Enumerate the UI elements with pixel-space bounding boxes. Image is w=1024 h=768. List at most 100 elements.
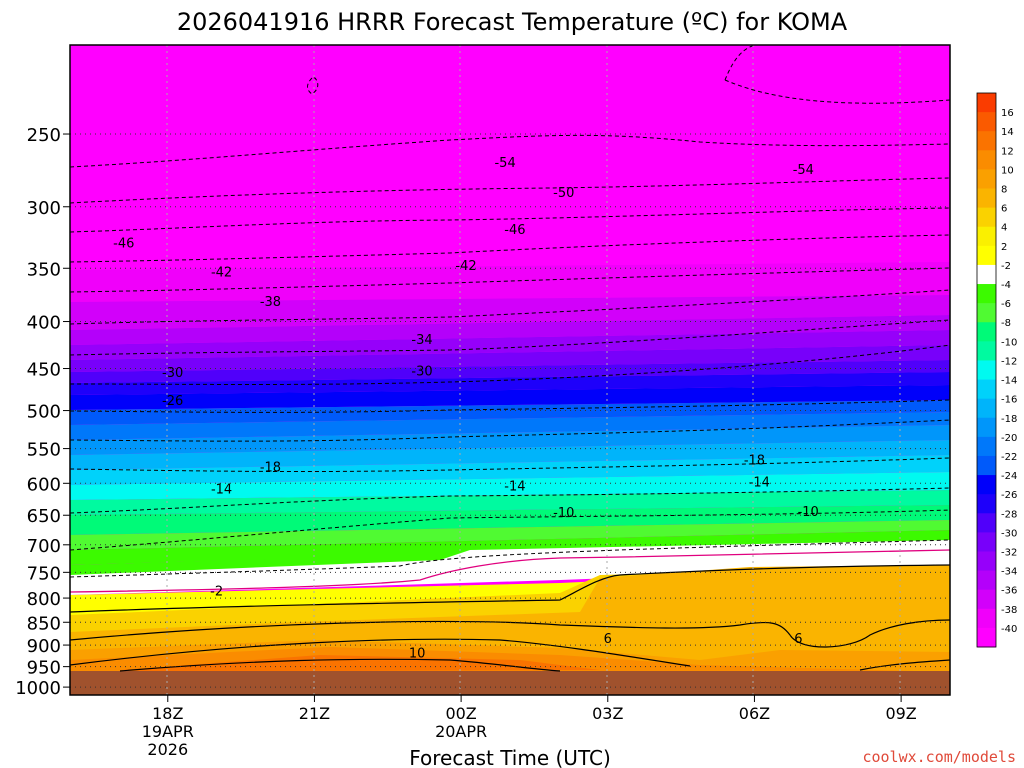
isotherm-label--34: -34 bbox=[411, 333, 432, 348]
colorbar-label: -30 bbox=[1001, 528, 1017, 539]
isotherm-label--26: -26 bbox=[162, 394, 183, 409]
svg-text:-10: -10 bbox=[553, 506, 574, 521]
colorbar-swatch bbox=[977, 570, 996, 591]
colorbar-label: -20 bbox=[1001, 433, 1017, 444]
isotherm-label--30: -30 bbox=[411, 364, 432, 379]
y-tick-label: 250 bbox=[27, 125, 61, 146]
colorbar-swatch bbox=[977, 341, 996, 361]
colorbar-label: 8 bbox=[1001, 185, 1007, 196]
svg-text:-34: -34 bbox=[411, 333, 432, 348]
isotherm-label--10: -10 bbox=[553, 506, 574, 521]
colorbar-swatch bbox=[977, 150, 996, 170]
chart-title: 2026041916 HRRR Forecast Temperature (ºC… bbox=[177, 8, 848, 36]
isotherm-label--14: -14 bbox=[211, 483, 232, 498]
isotherm-label-10: 10 bbox=[409, 647, 426, 662]
credit-link[interactable]: coolwx.com/models bbox=[862, 748, 1016, 766]
svg-text:-54: -54 bbox=[793, 163, 814, 178]
colorbar-swatch bbox=[977, 322, 996, 342]
svg-text:-18: -18 bbox=[260, 460, 281, 475]
colorbar-label: -24 bbox=[1001, 471, 1017, 482]
isotherm-label--42: -42 bbox=[455, 259, 476, 274]
isotherm-label--18: -18 bbox=[744, 453, 765, 468]
isotherm-label--2: -2 bbox=[210, 585, 223, 600]
colorbar-swatch bbox=[977, 436, 996, 457]
band-minus-18 bbox=[70, 440, 950, 470]
svg-text:-18: -18 bbox=[744, 453, 765, 468]
colorbar-swatch bbox=[977, 131, 996, 151]
colorbar-label: -38 bbox=[1001, 605, 1017, 616]
y-tick-label: 450 bbox=[27, 360, 61, 381]
svg-text:-10: -10 bbox=[798, 505, 819, 520]
isotherm-label--50: -50 bbox=[553, 186, 574, 201]
band-minus-28 bbox=[70, 372, 950, 395]
colorbar-swatch bbox=[977, 608, 996, 629]
x-tick-label: 09Z bbox=[885, 704, 916, 723]
colorbar-swatch bbox=[977, 475, 996, 495]
colorbar-swatch bbox=[977, 513, 996, 533]
isotherm-label--10: -10 bbox=[798, 505, 819, 520]
colorbar-label: -16 bbox=[1001, 395, 1017, 406]
colorbar-label: -10 bbox=[1001, 337, 1017, 348]
colorbar-swatch bbox=[977, 188, 996, 209]
colorbar-label: -2 bbox=[1001, 261, 1011, 272]
isotherm-label--18: -18 bbox=[260, 460, 281, 475]
band-minus-26 bbox=[70, 385, 950, 410]
svg-text:-14: -14 bbox=[211, 483, 232, 498]
zero-isotherm bbox=[70, 549, 950, 593]
colorbar-label: -12 bbox=[1001, 356, 1017, 367]
y-tick-label: 600 bbox=[27, 474, 61, 495]
colorbar-swatch bbox=[977, 551, 996, 572]
colorbar-label: 16 bbox=[1001, 108, 1014, 119]
band-minus-22 bbox=[70, 412, 950, 440]
colorbar-label: 10 bbox=[1001, 165, 1014, 176]
colorbar-swatch bbox=[977, 417, 996, 438]
band-minus-12 bbox=[70, 490, 950, 515]
y-tick-label: 900 bbox=[27, 636, 61, 657]
colorbar-label: -4 bbox=[1001, 280, 1011, 291]
svg-text:-30: -30 bbox=[411, 364, 432, 379]
x-tick-date: 19APR bbox=[142, 722, 194, 741]
svg-text:6: 6 bbox=[604, 632, 612, 647]
band-minus-34 bbox=[70, 330, 950, 360]
y-tick-label: 800 bbox=[27, 589, 61, 610]
ground-surface bbox=[70, 671, 950, 695]
isotherm-label-6: 6 bbox=[794, 632, 802, 647]
isotherm-label--46: -46 bbox=[504, 223, 525, 238]
y-tick-label: 650 bbox=[27, 506, 61, 527]
colorbar-swatch bbox=[977, 112, 996, 132]
colorbar-label: 12 bbox=[1001, 146, 1014, 157]
y-axis-pressure: 2503003504004505005506006507007508008509… bbox=[15, 125, 70, 699]
isotherm-label--30: -30 bbox=[162, 366, 183, 381]
isotherm-label--46: -46 bbox=[113, 236, 134, 251]
band-minus-36 bbox=[70, 315, 950, 345]
colorbar-swatch bbox=[977, 379, 996, 400]
svg-text:-46: -46 bbox=[113, 236, 134, 251]
colorbar-label: -34 bbox=[1001, 567, 1017, 578]
y-tick-label: 700 bbox=[27, 536, 61, 557]
svg-text:-26: -26 bbox=[162, 394, 183, 409]
band-minus-14 bbox=[70, 472, 950, 500]
y-tick-label: 1000 bbox=[15, 678, 61, 699]
colorbar-swatch bbox=[977, 360, 996, 381]
svg-text:-46: -46 bbox=[504, 223, 525, 238]
svg-text:6: 6 bbox=[794, 632, 802, 647]
svg-text:-14: -14 bbox=[504, 479, 525, 494]
y-tick-label: 500 bbox=[27, 402, 61, 423]
svg-text:-54: -54 bbox=[494, 156, 515, 171]
colorbar-label: 6 bbox=[1001, 204, 1007, 215]
band-minus-30 bbox=[70, 360, 950, 383]
x-tick-label: 06Z bbox=[739, 704, 770, 723]
x-tick-label: 18Z bbox=[152, 704, 183, 723]
svg-text:-38: -38 bbox=[260, 295, 281, 310]
svg-text:-42: -42 bbox=[211, 266, 232, 281]
isotherm-label--54: -54 bbox=[793, 163, 814, 178]
x-tick-date: 20APR bbox=[435, 722, 487, 741]
negative-isotherms bbox=[70, 45, 950, 578]
horizontal-gridlines bbox=[70, 133, 950, 688]
y-tick-label: 350 bbox=[27, 259, 61, 280]
x-tick-label: 03Z bbox=[592, 704, 623, 723]
band-minus-40 bbox=[70, 262, 950, 302]
svg-text:10: 10 bbox=[409, 647, 426, 662]
